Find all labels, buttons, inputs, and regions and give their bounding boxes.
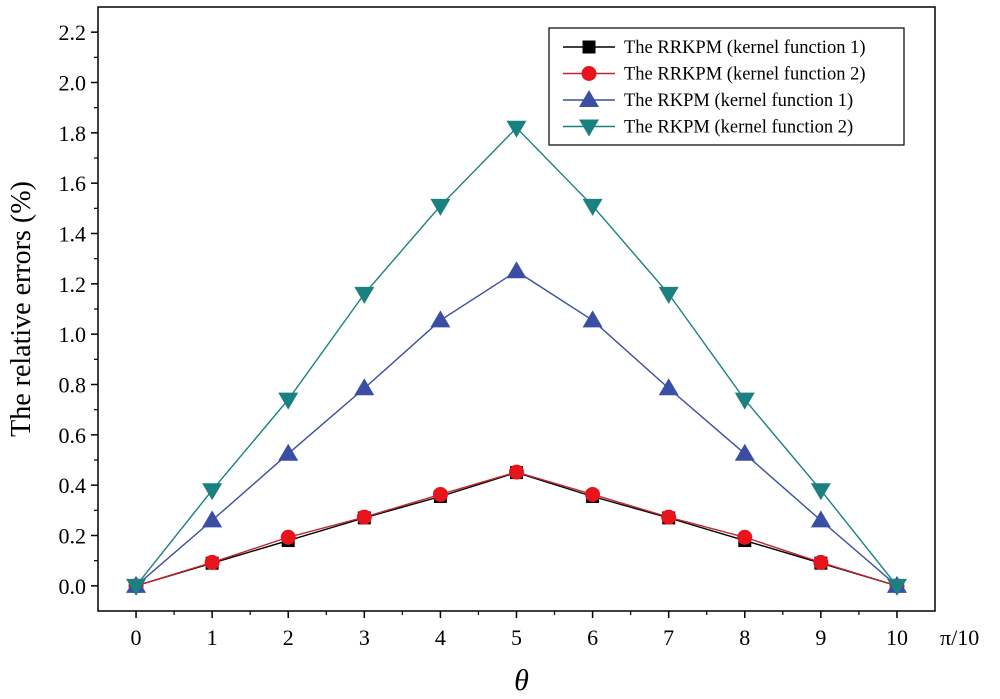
x-tick-label: 1 xyxy=(207,625,218,650)
data-point xyxy=(202,483,223,501)
y-tick-label: 0.0 xyxy=(59,574,87,599)
data-point xyxy=(661,509,677,525)
x-tick-label: 9 xyxy=(815,625,826,650)
x-tick-label: 10 xyxy=(886,625,908,650)
data-point xyxy=(810,510,831,528)
data-point xyxy=(278,392,299,410)
x-tick-label: 2 xyxy=(283,625,294,650)
legend-entry: The RRKPM (kernel function 1) xyxy=(563,38,866,58)
data-point xyxy=(354,286,375,304)
data-point xyxy=(585,486,601,502)
data-point xyxy=(430,198,451,216)
y-tick-label: 1.6 xyxy=(59,171,87,196)
legend-label: The RKPM (kernel function 2) xyxy=(624,118,853,138)
x-axis-unit: π/10 xyxy=(940,625,979,650)
y-tick-label: 0.2 xyxy=(59,524,87,549)
x-tick-label: 8 xyxy=(739,625,750,650)
series-line xyxy=(135,270,898,587)
series-2 xyxy=(128,464,905,594)
y-tick-label: 1.8 xyxy=(59,121,87,146)
legend-label: The RRKPM (kernel function 1) xyxy=(624,38,866,58)
y-axis-label: The relative errors (%) xyxy=(6,181,37,437)
legend-marker xyxy=(579,119,599,137)
plot-layer: 0.0 0.2 0.4 0.6 0.8 1.0 1.2 1.4 1.6 1.8 2.0 2.2 0 1 2 3… xyxy=(59,6,936,650)
legend-entry: The RRKPM (kernel function 2) xyxy=(563,65,866,85)
legend: The RRKPM (kernel function 1) The RRKPM (… xyxy=(548,27,905,146)
series-line xyxy=(135,471,898,587)
data-point xyxy=(658,378,679,396)
legend-entry: The RKPM (kernel function 2) xyxy=(563,118,853,138)
series-4 xyxy=(126,120,907,596)
legend-marker xyxy=(581,66,597,81)
data-point xyxy=(509,464,524,480)
x-axis-label: θ xyxy=(514,664,529,697)
data-point xyxy=(813,554,829,570)
data-point xyxy=(582,198,603,216)
legend-label: The RKPM (kernel function 1) xyxy=(624,91,853,111)
y-tick-label: 0.4 xyxy=(59,473,87,498)
y-tick-label: 2.0 xyxy=(59,71,87,96)
x-tick-label: 6 xyxy=(587,625,598,650)
legend-entry: The RKPM (kernel function 1) xyxy=(563,90,853,111)
data-point xyxy=(582,310,603,328)
x-tick-label: 3 xyxy=(359,625,370,650)
y-tick-label: 2.2 xyxy=(59,20,87,45)
x-tick-label: 0 xyxy=(131,625,142,650)
data-point xyxy=(506,120,527,138)
y-tick-label: 1.2 xyxy=(59,272,87,297)
data-point xyxy=(432,486,448,502)
data-point xyxy=(356,509,372,525)
data-point xyxy=(734,392,755,410)
data-point xyxy=(886,578,907,596)
data-point xyxy=(737,529,753,545)
data-point xyxy=(280,529,296,545)
data-point xyxy=(506,261,527,279)
legend-label: The RRKPM (kernel function 2) xyxy=(624,65,866,85)
data-point xyxy=(278,443,299,461)
x-tick-label: 7 xyxy=(663,625,674,650)
data-point xyxy=(126,578,147,596)
series-line xyxy=(135,471,898,587)
data-point xyxy=(202,510,223,528)
y-tick-label: 0.8 xyxy=(59,373,87,398)
series-line xyxy=(135,126,898,587)
legend-marker xyxy=(582,40,596,54)
data-point xyxy=(810,483,831,501)
data-point xyxy=(734,443,755,461)
data-point xyxy=(430,310,451,328)
x-tick-label: 5 xyxy=(511,625,522,650)
series-3 xyxy=(126,261,907,593)
data-point xyxy=(658,286,679,304)
y-tick-label: 0.6 xyxy=(59,423,87,448)
legend-marker xyxy=(579,90,599,107)
x-tick-label: 4 xyxy=(435,625,446,650)
data-point xyxy=(354,378,375,396)
data-point xyxy=(204,554,220,570)
series-1 xyxy=(129,466,904,593)
y-tick-label: 1.4 xyxy=(59,222,87,247)
y-tick-label: 1.0 xyxy=(59,322,87,347)
